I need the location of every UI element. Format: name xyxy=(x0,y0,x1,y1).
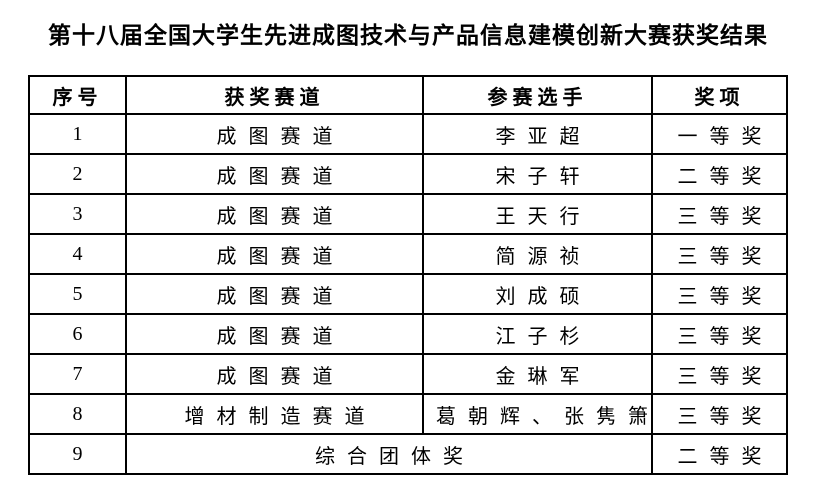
cell-track: 成图赛道 xyxy=(125,353,424,395)
header-cell-no: 序号 xyxy=(28,75,127,115)
table-row: 7 成图赛道 金琳军 三等奖 xyxy=(28,353,788,395)
cell-contestant: 王天行 xyxy=(422,193,653,235)
cell-award: 三等奖 xyxy=(651,353,788,395)
header-cell-contestant: 参赛选手 xyxy=(422,75,653,115)
table-header: 序号 获奖赛道 参赛选手 奖项 xyxy=(28,75,788,115)
cell-contestant: 宋子轩 xyxy=(422,153,653,195)
cell-track: 成图赛道 xyxy=(125,193,424,235)
cell-no: 5 xyxy=(28,273,127,315)
table-row: 1 成图赛道 李亚超 一等奖 xyxy=(28,113,788,155)
cell-track: 成图赛道 xyxy=(125,153,424,195)
page-title: 第十八届全国大学生先进成图技术与产品信息建模创新大赛获奖结果 xyxy=(48,23,768,48)
cell-no: 3 xyxy=(28,193,127,235)
cell-award: 三等奖 xyxy=(651,193,788,235)
cell-contestant: 金琳军 xyxy=(422,353,653,395)
table-row: 2 成图赛道 宋子轩 二等奖 xyxy=(28,153,788,195)
cell-award: 三等奖 xyxy=(651,313,788,355)
table-row: 8 增材制造赛道 葛朝辉、张隽箫 三等奖 xyxy=(28,393,788,435)
cell-award: 二等奖 xyxy=(651,433,788,475)
cell-award: 三等奖 xyxy=(651,233,788,275)
cell-no: 8 xyxy=(28,393,127,435)
cell-award: 一等奖 xyxy=(651,113,788,155)
cell-contestant: 李亚超 xyxy=(422,113,653,155)
cell-no: 4 xyxy=(28,233,127,275)
header-cell-track: 获奖赛道 xyxy=(125,75,424,115)
cell-track: 增材制造赛道 xyxy=(125,393,424,435)
awards-table: 序号 获奖赛道 参赛选手 奖项 1 成图赛道 李亚超 一等奖 2 成图赛道 宋子轩 二等奖 3 成… xyxy=(28,75,788,475)
table-row: 5 成图赛道 刘成硕 三等奖 xyxy=(28,273,788,315)
cell-no: 7 xyxy=(28,353,127,395)
cell-award: 三等奖 xyxy=(651,393,788,435)
cell-award: 三等奖 xyxy=(651,273,788,315)
cell-award: 二等奖 xyxy=(651,153,788,195)
cell-contestant: 刘成硕 xyxy=(422,273,653,315)
cell-contestant: 江子杉 xyxy=(422,313,653,355)
cell-track: 成图赛道 xyxy=(125,273,424,315)
cell-track: 成图赛道 xyxy=(125,113,424,155)
table-row: 4 成图赛道 简源祯 三等奖 xyxy=(28,233,788,275)
cell-contestant: 简源祯 xyxy=(422,233,653,275)
table-body: 1 成图赛道 李亚超 一等奖 2 成图赛道 宋子轩 二等奖 3 成图赛道 王天行 三等奖 4 成图赛道 简源… xyxy=(28,113,788,475)
table-row: 3 成图赛道 王天行 三等奖 xyxy=(28,193,788,235)
header-row: 序号 获奖赛道 参赛选手 奖项 xyxy=(28,75,788,115)
cell-no: 2 xyxy=(28,153,127,195)
cell-track: 成图赛道 xyxy=(125,233,424,275)
cell-merged: 综合团体奖 xyxy=(125,433,653,475)
cell-track: 成图赛道 xyxy=(125,313,424,355)
cell-contestant: 葛朝辉、张隽箫 xyxy=(422,393,653,435)
cell-no: 1 xyxy=(28,113,127,155)
header-cell-award: 奖项 xyxy=(651,75,788,115)
cell-no: 6 xyxy=(28,313,127,355)
cell-no: 9 xyxy=(28,433,127,475)
table-row: 9 综合团体奖 二等奖 xyxy=(28,433,788,475)
table-row: 6 成图赛道 江子杉 三等奖 xyxy=(28,313,788,355)
